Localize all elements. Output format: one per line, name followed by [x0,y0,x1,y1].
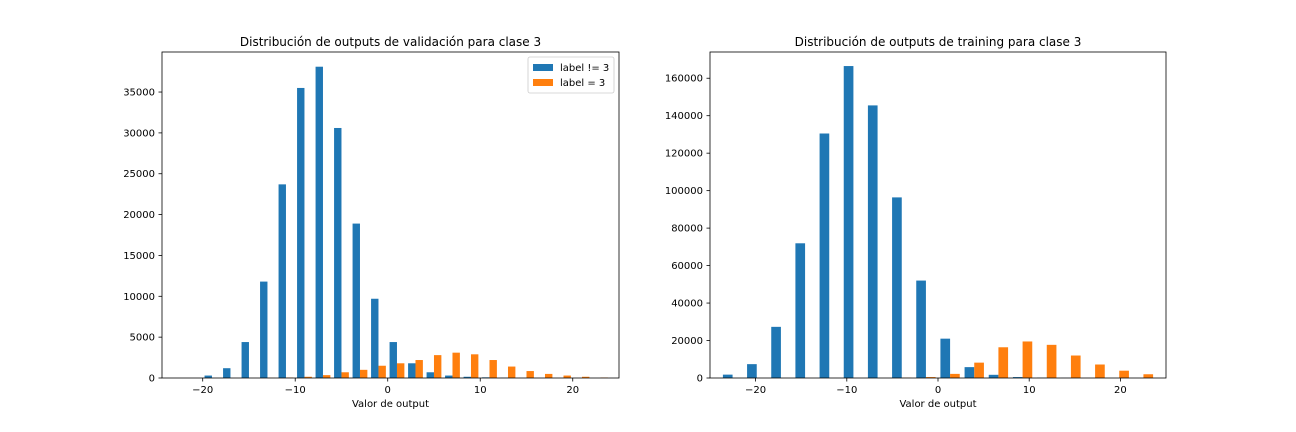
chart-title: Distribución de outputs de validación pa… [240,35,541,49]
bar [843,66,854,379]
y-tick-label: 20000 [123,210,155,221]
x-tick-label: 10 [474,385,487,396]
bar [315,66,323,379]
chart-title: Distribución de outputs de training para… [795,35,1082,49]
y-tick-label: 30000 [123,128,155,139]
bar [433,355,442,378]
y-tick-label: 120000 [665,149,703,160]
x-tick-label: 20 [566,385,579,396]
bar [359,369,368,378]
bar [389,342,397,378]
bar [241,342,249,378]
bar [892,197,902,378]
y-tick-label: 5000 [130,333,155,344]
bar [463,376,471,378]
y-tick-label: 15000 [123,251,155,262]
legend: label != 3 label = 3 [527,56,615,94]
bar [408,363,416,378]
bar [867,105,878,379]
bar [1119,370,1129,378]
x-tick-label: 0 [935,385,941,396]
plot-frame [161,51,620,379]
bar [1046,344,1057,378]
bar [771,326,781,378]
training-histogram-chart: −20 −10 0 10 20 0 20000 40000 60000 80000 100000 12… [665,35,1167,410]
bar [352,223,360,378]
bar [988,374,999,378]
bar [563,375,571,378]
bar [426,372,434,378]
x-tick-label: 0 [385,385,391,396]
bar [470,354,479,378]
bar [940,338,951,378]
bar [223,368,231,378]
y-tick-label: 10000 [123,292,155,303]
y-tick-label: 35000 [123,88,155,99]
bar [964,367,975,378]
y-tick-label: 80000 [671,224,703,235]
bar [260,281,268,378]
x-tick-label: −20 [192,385,213,396]
y-tick-label: 140000 [665,111,703,122]
bar [916,280,926,378]
bar [1022,341,1033,378]
bar [371,298,379,378]
bar [297,87,305,378]
legend-label: label != 3 [560,63,609,74]
bar [507,366,516,378]
bar [278,184,286,378]
bar [795,243,806,378]
bar [544,373,553,378]
bar [722,374,733,378]
x-tick-label: 20 [1114,385,1127,396]
bar [489,360,497,378]
y-tick-label: 0 [697,374,703,385]
bar [998,347,1009,378]
y-tick-label: 20000 [671,336,703,347]
bar [452,352,460,378]
bar [1095,364,1105,378]
y-tick-label: 100000 [665,186,703,197]
bar [747,364,757,378]
bar [445,375,453,378]
bar [1012,377,1023,378]
x-axis-label: Valor de output [352,399,429,410]
bar [1143,374,1154,378]
bar [415,360,423,378]
legend-swatch [533,64,553,71]
x-tick-label: −10 [836,385,857,396]
x-axis-label: Valor de output [899,399,976,410]
y-tick-label: 160000 [665,74,703,85]
y-tick-label: 25000 [123,169,155,180]
x-tick-label: −20 [745,385,766,396]
bar [1070,355,1081,378]
y-tick-label: 40000 [671,299,703,310]
bar [582,376,590,378]
bar [334,127,342,378]
bar [341,372,349,378]
bar [322,375,331,378]
legend-swatch [533,79,553,86]
bar [304,376,312,378]
y-tick-label: 60000 [671,261,703,272]
bar [204,375,212,378]
x-tick-label: 10 [1023,385,1036,396]
bar [378,365,386,378]
bar [396,363,405,378]
bar [974,362,984,378]
bar [819,133,830,378]
validation-histogram-chart: −20 −10 0 10 20 0 5000 10000 15000 20000 25000 3000… [123,35,620,410]
bar [950,373,960,378]
legend-label: label = 3 [560,78,605,89]
x-tick-label: −10 [285,385,306,396]
bar [526,371,534,378]
y-tick-label: 0 [149,374,155,385]
bar [925,377,936,378]
